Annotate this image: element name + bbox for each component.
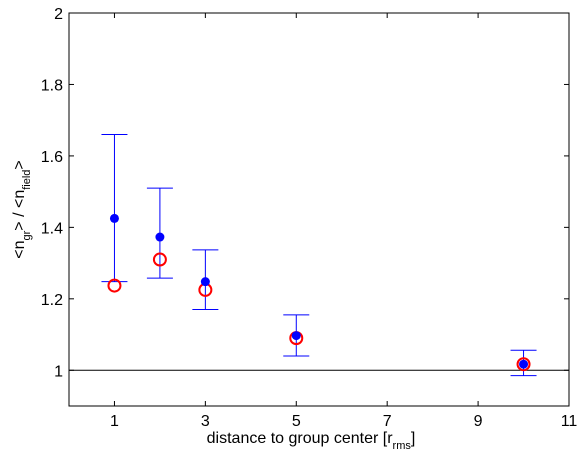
- x-tick-label: 5: [292, 413, 301, 430]
- x-tick-label: 1: [110, 413, 119, 430]
- y-tick-label: 1.4: [41, 220, 63, 237]
- plot-frame: [68, 12, 570, 407]
- chart-marks: [69, 133, 569, 377]
- x-axis-label: distance to group center [rrms]: [207, 430, 416, 452]
- open-circle-point: [516, 357, 531, 372]
- y-axis-label: <ngr> / <nfield>: [11, 160, 33, 258]
- open-circle-point: [152, 252, 167, 267]
- filled-circle-point: [109, 213, 119, 223]
- x-tick-label: 9: [474, 413, 483, 430]
- filled-circle-point: [291, 331, 301, 341]
- filled-circle-point: [200, 277, 210, 287]
- x-tick-label: 11: [561, 413, 578, 430]
- filled-circle-point: [519, 359, 529, 369]
- y-tick-label: 1.8: [41, 77, 63, 94]
- x-tick-label: 7: [383, 413, 392, 430]
- filled-circle-point: [155, 232, 165, 242]
- x-tick-label: 3: [201, 413, 210, 430]
- y-tick-label: 2: [54, 6, 63, 23]
- y-tick-label: 1.2: [41, 292, 63, 309]
- open-circle-point: [107, 278, 122, 293]
- y-tick-label: 1: [54, 363, 63, 380]
- y-tick-label: 1.6: [41, 149, 63, 166]
